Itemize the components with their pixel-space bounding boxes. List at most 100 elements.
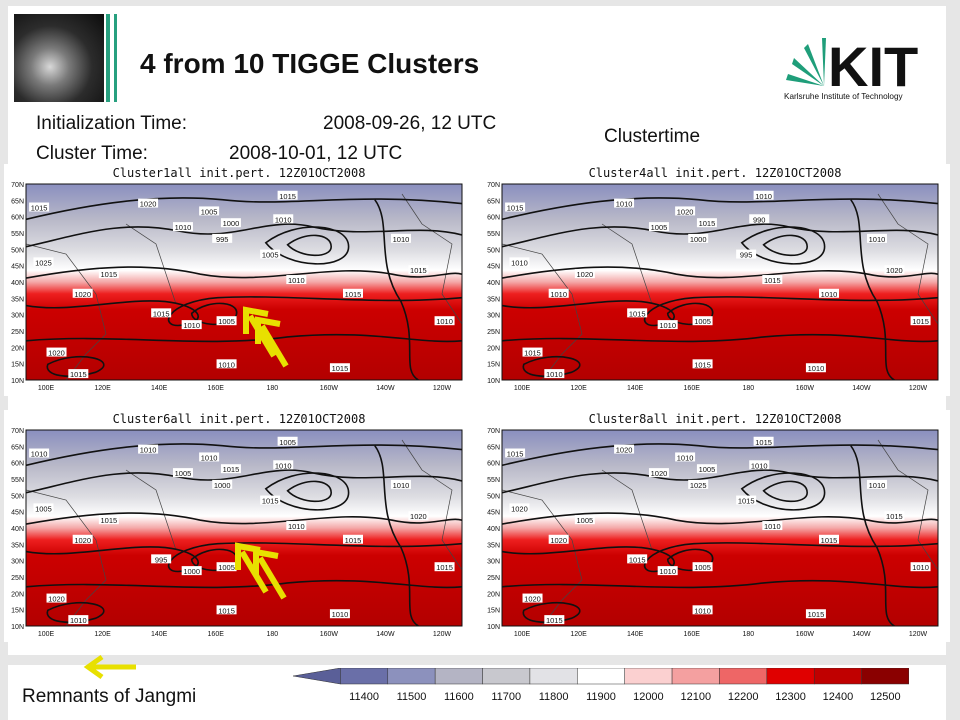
longitude-tick-label: 180 bbox=[742, 385, 754, 392]
pressure-label-bg bbox=[614, 444, 635, 454]
pressure-label: 1015 bbox=[738, 497, 755, 506]
pressure-label-bg bbox=[675, 206, 696, 216]
latitude-tick-label: 65N bbox=[487, 444, 500, 451]
pressure-label-bg bbox=[181, 566, 202, 576]
pressure-label: 1005 bbox=[35, 504, 52, 513]
pressure-label: 1020 bbox=[48, 349, 65, 358]
pressure-label-bg bbox=[277, 436, 298, 446]
pressure-label-bg bbox=[72, 534, 93, 544]
isobar-contour bbox=[26, 469, 462, 494]
pressure-label: 1010 bbox=[332, 610, 349, 619]
isobar-contour bbox=[46, 355, 105, 378]
colorbar-swatch bbox=[387, 668, 436, 685]
coastline-asia bbox=[502, 489, 583, 626]
latitude-tick-label: 25N bbox=[11, 329, 24, 336]
pressure-label-bg bbox=[505, 448, 526, 458]
pressure-label: 1010 bbox=[764, 522, 781, 531]
pressure-label: 1005 bbox=[218, 317, 235, 326]
cluster-time-label: Cluster Time: bbox=[36, 143, 148, 164]
longitude-tick-label: 120W bbox=[909, 385, 928, 392]
isobar-contour bbox=[762, 234, 809, 257]
pressure-label: 1005 bbox=[694, 317, 711, 326]
latitude-tick-label: 40N bbox=[487, 526, 500, 533]
isobar-contour bbox=[762, 480, 809, 503]
map-svg: 1010 1010 1005 1010 1015 1000 1005 1010 1015 1005… bbox=[11, 428, 463, 638]
colorbar-tick-label: 11900 bbox=[586, 691, 616, 703]
pressure-label-bg bbox=[692, 316, 713, 326]
isobar-contour bbox=[502, 579, 938, 589]
pressure-label-bg bbox=[343, 534, 363, 544]
pressure-label-bg bbox=[688, 233, 709, 243]
pressure-label: 1015 bbox=[153, 309, 170, 318]
longitude-tick-label: 120W bbox=[433, 631, 452, 638]
longitude-tick-label: 100E bbox=[38, 631, 55, 638]
pressure-label-bg bbox=[544, 369, 565, 379]
pressure-label: 1025 bbox=[690, 481, 707, 490]
colorbar-swatch bbox=[719, 668, 768, 685]
colorbar-tick-label: 12100 bbox=[680, 691, 711, 703]
pressure-label-bg bbox=[910, 562, 931, 572]
page-title: 4 from 10 TIGGE Clusters bbox=[140, 48, 480, 79]
pressure-label-bg bbox=[260, 249, 281, 259]
pressure-label-bg bbox=[505, 202, 526, 212]
pressure-label: 1010 bbox=[175, 223, 192, 232]
latitude-tick-label: 15N bbox=[487, 362, 500, 369]
isobar-contour bbox=[502, 542, 938, 573]
pressure-label: 1020 bbox=[550, 536, 567, 545]
pressure-label: 1015 bbox=[345, 536, 362, 545]
pressure-label-bg bbox=[181, 320, 202, 330]
pressure-label-bg bbox=[749, 460, 770, 470]
coastline-japan bbox=[601, 223, 653, 305]
colorbar-tick-label: 12200 bbox=[728, 691, 759, 703]
longitude-tick-label: 120W bbox=[433, 385, 452, 392]
longitude-tick-label: 140W bbox=[852, 631, 871, 638]
isobar-contour bbox=[502, 296, 938, 327]
pressure-label-bg bbox=[46, 593, 67, 603]
pressure-label-bg bbox=[172, 468, 193, 478]
pressure-label: 1010 bbox=[393, 481, 410, 490]
longitude-tick-label: 160E bbox=[208, 631, 225, 638]
map-svg: 1015 1020 1010 1005 1000 995 1015 1010 1005 1025 1… bbox=[11, 182, 463, 392]
pressure-label-bg bbox=[762, 275, 783, 285]
latitude-tick-label: 10N bbox=[487, 378, 500, 385]
map-frame bbox=[25, 429, 463, 627]
pressure-label-bg bbox=[657, 320, 678, 330]
pressure-label: 1020 bbox=[677, 207, 694, 216]
longitude-tick-label: 140E bbox=[627, 385, 644, 392]
clustertime-label: Clustertime bbox=[604, 126, 701, 147]
longitude-tick-label: 100E bbox=[38, 385, 55, 392]
map-title: Cluster4all init.pert. 12Z01OCT2008 bbox=[588, 166, 842, 180]
pressure-label: 1015 bbox=[629, 555, 646, 564]
pressure-label: 1010 bbox=[275, 215, 292, 224]
pressure-label-bg bbox=[614, 198, 635, 208]
pressure-label-bg bbox=[390, 233, 411, 243]
isobar-contour bbox=[522, 601, 581, 624]
pressure-label-bg bbox=[390, 479, 411, 489]
pressure-label: 1020 bbox=[524, 595, 541, 604]
coastline-asia bbox=[26, 489, 107, 626]
latitude-tick-label: 60N bbox=[11, 461, 24, 468]
pressure-label: 1010 bbox=[616, 200, 633, 209]
pressure-label: 1015 bbox=[912, 317, 929, 326]
pressure-label-bg bbox=[522, 593, 543, 603]
pressure-label: 1010 bbox=[393, 235, 410, 244]
isobar-contour bbox=[502, 197, 938, 221]
map-frame bbox=[501, 183, 939, 381]
colorbar-tick-label: 11600 bbox=[444, 691, 474, 703]
latitude-tick-label: 30N bbox=[11, 559, 24, 566]
pressure-label-bg bbox=[199, 206, 220, 216]
colorbar-tick-label: 11500 bbox=[397, 691, 427, 703]
pressure-label-bg bbox=[98, 269, 119, 279]
pressure-label: 1020 bbox=[48, 595, 65, 604]
pressure-label: 1010 bbox=[70, 616, 87, 625]
latitude-tick-label: 60N bbox=[487, 461, 500, 468]
pressure-label-bg bbox=[688, 479, 709, 489]
isobar-contour bbox=[264, 472, 350, 511]
pressure-label: 1010 bbox=[755, 192, 772, 201]
pressure-label-bg bbox=[692, 562, 713, 572]
pressure-label: 1000 bbox=[223, 219, 240, 228]
colorbar-legend: 11400 11500 11600 11700 11800 11900 12000 12100… bbox=[293, 668, 909, 703]
pressure-label: 1015 bbox=[694, 360, 711, 369]
latitude-tick-label: 55N bbox=[487, 231, 500, 238]
isobar-contour bbox=[26, 542, 462, 573]
